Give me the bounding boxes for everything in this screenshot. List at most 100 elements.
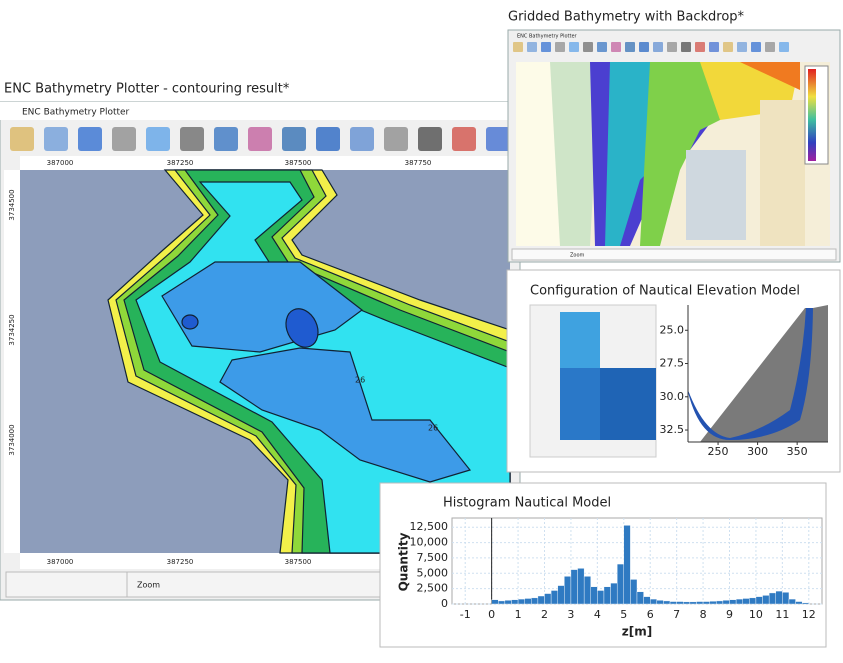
tool-button[interactable] bbox=[180, 127, 204, 151]
x-tick-label: 5 bbox=[620, 608, 627, 621]
bar bbox=[676, 601, 684, 605]
bar bbox=[616, 563, 624, 605]
x-tick-label: 4 bbox=[594, 608, 601, 621]
y-tick-label: 32.5 bbox=[660, 423, 685, 436]
tool-button[interactable] bbox=[709, 42, 719, 52]
y-tick-label: 27.5 bbox=[660, 357, 685, 370]
tool-button[interactable] bbox=[146, 127, 170, 151]
tool-button[interactable] bbox=[583, 42, 593, 52]
ruler-label: 387500 bbox=[285, 159, 312, 167]
contour-label: 26 bbox=[428, 424, 438, 433]
tool-button[interactable] bbox=[597, 42, 607, 52]
title-bar bbox=[0, 102, 520, 120]
ruler-label: 3734500 bbox=[8, 189, 16, 220]
tool-button[interactable] bbox=[555, 42, 565, 52]
toolbar bbox=[513, 42, 789, 52]
ruler-label: 3734000 bbox=[8, 424, 16, 455]
tool-button[interactable] bbox=[639, 42, 649, 52]
tool-button[interactable] bbox=[10, 127, 34, 151]
bar bbox=[603, 586, 611, 605]
bar bbox=[702, 601, 710, 605]
x-tick-label: 12 bbox=[802, 608, 816, 621]
tool-button[interactable] bbox=[765, 42, 775, 52]
bar bbox=[570, 569, 578, 605]
bar bbox=[577, 568, 585, 605]
tool-button[interactable] bbox=[541, 42, 551, 52]
ruler-label: 387250 bbox=[167, 558, 194, 566]
tool-button[interactable] bbox=[248, 127, 272, 151]
bar bbox=[491, 599, 499, 605]
tool-button[interactable] bbox=[695, 42, 705, 52]
tool-button[interactable] bbox=[44, 127, 68, 151]
contours bbox=[107, 169, 511, 554]
bar bbox=[795, 601, 803, 605]
x-tick-label: 1 bbox=[515, 608, 522, 621]
tool-button[interactable] bbox=[350, 127, 374, 151]
tool-button[interactable] bbox=[527, 42, 537, 52]
window-title: ENC Bathymetry Plotter bbox=[517, 34, 578, 40]
tool-button[interactable] bbox=[214, 127, 238, 151]
tool-button[interactable] bbox=[486, 127, 510, 151]
tool-button[interactable] bbox=[569, 42, 579, 52]
tool-button[interactable] bbox=[751, 42, 761, 52]
x-tick-label: 6 bbox=[647, 608, 654, 621]
bar bbox=[683, 601, 691, 605]
ruler-label: 387500 bbox=[285, 558, 312, 566]
tool-button[interactable] bbox=[737, 42, 747, 52]
ruler-label: 3734250 bbox=[8, 314, 16, 345]
x-tick-label: 3 bbox=[567, 608, 574, 621]
tool-button[interactable] bbox=[723, 42, 733, 52]
caption: ENC Bathymetry Plotter - contouring resu… bbox=[4, 82, 290, 97]
tool-button[interactable] bbox=[681, 42, 691, 52]
tool-button[interactable] bbox=[779, 42, 789, 52]
bar bbox=[643, 596, 651, 605]
bar bbox=[689, 601, 697, 605]
status-text: Zoom bbox=[570, 253, 585, 259]
ruler-label: 387250 bbox=[167, 159, 194, 167]
bar bbox=[517, 598, 525, 605]
caption: Gridded Bathymetry with Backdrop* bbox=[508, 10, 745, 25]
bar bbox=[597, 590, 605, 605]
bar bbox=[669, 601, 677, 605]
bar bbox=[716, 600, 724, 605]
ruler-label: 387000 bbox=[47, 159, 74, 167]
x-tick-label: 8 bbox=[700, 608, 707, 621]
bar bbox=[696, 601, 704, 605]
tool-button[interactable] bbox=[282, 127, 306, 151]
y-tick-label: 30.0 bbox=[660, 390, 685, 403]
tool-button[interactable] bbox=[112, 127, 136, 151]
bar bbox=[557, 585, 565, 605]
x-tick-label: 0 bbox=[488, 608, 495, 621]
bar bbox=[550, 590, 558, 605]
bar bbox=[650, 598, 658, 605]
tool-button[interactable] bbox=[611, 42, 621, 52]
bar bbox=[782, 592, 790, 605]
tool-button[interactable] bbox=[653, 42, 663, 52]
toolbar bbox=[10, 127, 510, 151]
bar bbox=[583, 576, 591, 605]
tool-button[interactable] bbox=[418, 127, 442, 151]
tool-button[interactable] bbox=[625, 42, 635, 52]
bar bbox=[729, 599, 737, 605]
bar bbox=[524, 598, 532, 605]
x-tick-label: 10 bbox=[749, 608, 763, 621]
ruler-left bbox=[4, 170, 20, 553]
bar bbox=[735, 598, 743, 605]
window-title: ENC Bathymetry Plotter bbox=[22, 108, 130, 118]
tool-button[interactable] bbox=[316, 127, 340, 151]
tool-button[interactable] bbox=[452, 127, 476, 151]
x-tick-label: 300 bbox=[747, 445, 768, 458]
x-axis-label: z[m] bbox=[622, 625, 652, 639]
tool-button[interactable] bbox=[384, 127, 408, 151]
bar bbox=[623, 525, 631, 605]
tool-button[interactable] bbox=[78, 127, 102, 151]
ruler-label: 387750 bbox=[405, 159, 432, 167]
tool-button[interactable] bbox=[513, 42, 523, 52]
y-tick-label: 10,000 bbox=[410, 536, 449, 549]
tool-button[interactable] bbox=[667, 42, 677, 52]
bar bbox=[531, 597, 539, 605]
bar bbox=[722, 600, 730, 605]
x-tick-label: -1 bbox=[460, 608, 471, 621]
